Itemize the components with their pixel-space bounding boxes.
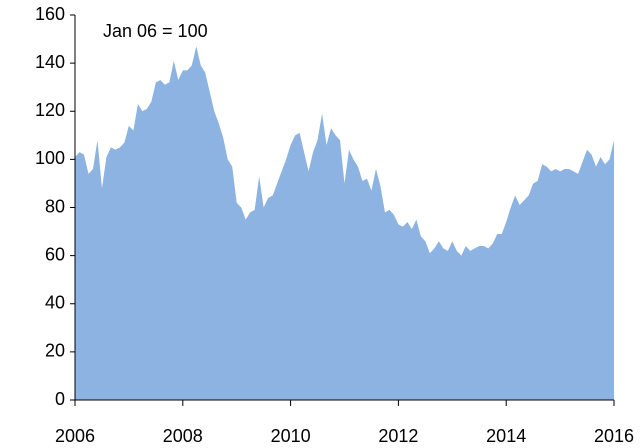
y-tick-label: 160	[35, 4, 65, 24]
x-tick-label: 2012	[378, 426, 418, 446]
y-tick-label: 0	[55, 389, 65, 409]
y-tick-label: 60	[45, 244, 65, 264]
x-tick-label: 2006	[55, 426, 95, 446]
y-tick-label: 100	[35, 148, 65, 168]
y-tick-label: 40	[45, 293, 65, 313]
annotation: Jan 06 = 100	[103, 21, 208, 41]
x-tick-label: 2008	[163, 426, 203, 446]
y-tick-label: 140	[35, 52, 65, 72]
x-tick-label: 2016	[594, 426, 634, 446]
y-tick-label: 20	[45, 341, 65, 361]
x-tick-label: 2014	[486, 426, 526, 446]
y-tick-label: 120	[35, 100, 65, 120]
area	[75, 46, 614, 400]
y-tick-label: 80	[45, 196, 65, 216]
x-tick-label: 2010	[271, 426, 311, 446]
